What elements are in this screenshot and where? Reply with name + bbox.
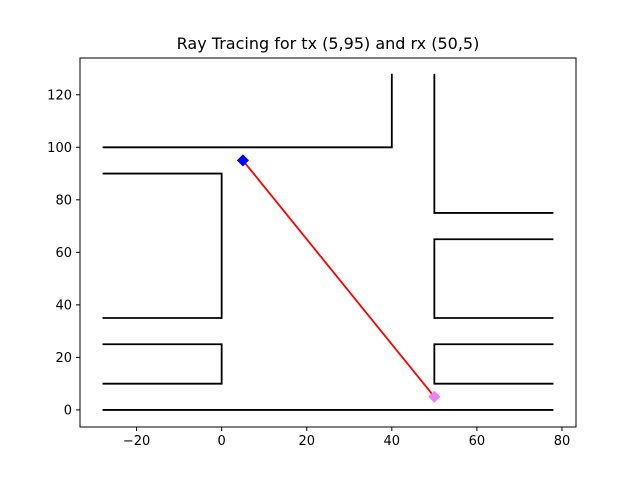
y-tick-label: 80 [55,193,72,208]
wall-line-2 [433,73,554,214]
x-axis: −20 0 20 40 60 80 [123,427,570,449]
wall-line-6 [433,343,554,385]
wall-line-3 [102,172,223,319]
ray-layer [242,159,436,398]
x-tick-label: 40 [384,434,401,449]
rx-marker [428,390,441,403]
ray-line [242,159,436,398]
walls-layer [102,73,554,411]
chart-title: Ray Tracing for tx (5,95) and rx (50,5) [177,34,480,53]
tx-marker [236,154,249,167]
x-tick-label: −20 [123,434,150,449]
y-axis: 0 20 40 60 80 100 120 [47,88,80,418]
y-tick-label: 60 [55,246,72,261]
plot-frame [79,57,577,428]
x-tick-label: 60 [469,434,486,449]
marker-layer [236,154,441,403]
wall-line-4 [102,343,223,385]
y-tick-label: 40 [55,298,72,313]
x-tick-label: 0 [218,434,226,449]
x-tick-label: 20 [298,434,315,449]
y-tick-label: 0 [64,403,72,418]
y-tick-label: 100 [47,141,72,156]
wall-line-1 [102,73,393,149]
y-tick-label: 120 [47,88,72,103]
x-tick-label: 80 [554,434,571,449]
wall-line-5 [433,238,554,319]
y-tick-label: 20 [55,351,72,366]
